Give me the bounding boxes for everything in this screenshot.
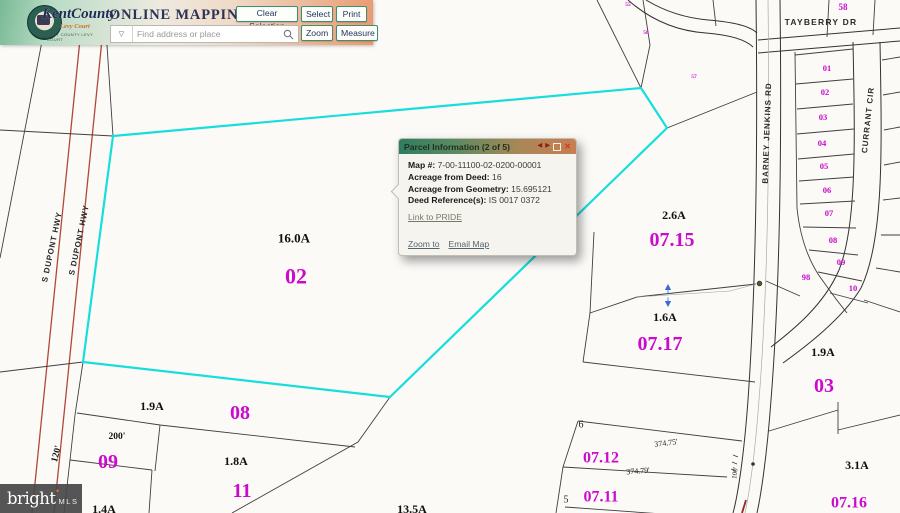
zoom-to-link[interactable]: Zoom to	[408, 239, 440, 250]
lot-55: 55	[625, 2, 631, 8]
close-icon[interactable]: ✕	[564, 141, 571, 151]
search-input[interactable]	[133, 29, 278, 39]
dim-374-79: 374.79'	[626, 466, 651, 477]
road-label-tayberry-dr: TAYBERRY DR	[785, 17, 858, 27]
zoom-button[interactable]: Zoom	[301, 25, 333, 41]
acreage-1-9-right: 1.9A	[811, 345, 835, 359]
measure-button[interactable]: Measure	[336, 25, 378, 41]
acreage-13-5: 13.5A	[397, 502, 427, 513]
email-map-link[interactable]: Email Map	[448, 239, 490, 250]
spark-icon: ✦	[55, 489, 61, 495]
acreage-1-4: 1.4A	[92, 502, 116, 513]
road-label-s-dupont-hwy-1: S DUPONT HWY	[40, 211, 64, 283]
lot-08: 08	[829, 235, 838, 245]
lot-06: 06	[823, 185, 832, 195]
parcel-id-07-15: 07.15	[650, 229, 695, 251]
acreage-1-9-left: 1.9A	[140, 399, 164, 413]
acreage-1-8: 1.8A	[224, 454, 248, 468]
lot-5: 5	[564, 495, 569, 506]
search-dropdown[interactable]: ▽	[111, 26, 133, 42]
brightmls-watermark: bright ✦ MLS	[0, 484, 82, 513]
county-logo[interactable]: KentCounty Levy Court KENT COUNTY LEVY C…	[0, 0, 116, 45]
road-red-dash	[741, 499, 747, 513]
parcel-id-08: 08	[230, 402, 250, 424]
popup-title-bar[interactable]: Parcel Information (2 of 5) ◀ ▶ ✕	[399, 139, 576, 154]
parcel-field-0: Map #: 7-00-11100-02-0200-00001	[408, 160, 542, 170]
lot-10: 10	[849, 283, 858, 293]
print-button[interactable]: Print	[336, 6, 367, 22]
road-network	[627, 0, 900, 513]
lot-04: 04	[818, 138, 827, 148]
parcel-id-11: 11	[233, 480, 252, 502]
app-header: KentCounty Levy Court KENT COUNTY LEVY C…	[0, 0, 378, 45]
lot-6: 6	[579, 420, 584, 431]
brightmls-brand: bright	[7, 489, 56, 508]
logo-tagline: KENT COUNTY LEVY COURT	[47, 32, 94, 42]
parcel-fields: Map #: 7-00-11100-02-0200-00001 Acreage f…	[408, 160, 567, 207]
lot-98: 98	[802, 272, 811, 282]
search-bar: ▽	[110, 25, 299, 43]
lot-57: 57	[691, 74, 697, 80]
parcel-field-3: Deed Reference(s): IS 0017 0372	[408, 195, 540, 206]
dropdown-arrow-icon: ▽	[118, 31, 125, 38]
lot-03: 03	[819, 112, 828, 122]
parcel-field-1: Acreage from Deed: 16	[408, 171, 502, 182]
parcel-id-07-12: 07.12	[583, 450, 619, 467]
dim-100: 100'	[730, 467, 739, 480]
lot-02: 02	[821, 87, 830, 97]
brightmls-suffix: MLS	[58, 497, 79, 506]
parcel-id-07-16: 07.16	[831, 495, 867, 512]
highway-lines	[31, 0, 107, 513]
logo-subtitle: Levy Court	[60, 23, 90, 30]
parcel-id-07-17: 07.17	[638, 333, 683, 355]
map-markers	[664, 280, 763, 466]
survey-point-marker	[756, 280, 763, 287]
parcel-id-09: 09	[98, 451, 118, 473]
road-label-barney-jenkins-rd: BARNEY JENKINS RD	[761, 82, 774, 184]
lot-09: 09	[837, 257, 846, 267]
search-icon[interactable]	[278, 26, 298, 42]
map-labels: 02 07.15 07.17 08 09 11 03 07.12 07.11 07.16 58 01 0…	[40, 2, 876, 513]
parcel-id-03: 03	[814, 375, 834, 397]
parcel-field-2: Acreage from Geometry: 15.695121	[408, 183, 552, 194]
county-seal-building-icon	[37, 15, 50, 25]
acreage-2-6: 2.6A	[662, 208, 686, 222]
lot-05: 05	[820, 161, 829, 171]
next-parcel-icon[interactable]: ▶	[545, 142, 551, 150]
road-centerline	[744, 0, 769, 513]
dim-374-75: 374.75'	[654, 437, 679, 449]
logo-title: KentCounty	[42, 6, 117, 22]
acreage-16-0: 16.0A	[278, 231, 311, 246]
selected-parcel-outline[interactable]	[81, 86, 669, 399]
parcel-id-02: 02	[285, 264, 307, 289]
parcel-id-07-11: 07.11	[583, 489, 618, 506]
blue-extent-arrows-icon	[664, 284, 672, 307]
survey-point-marker-2	[751, 462, 755, 466]
acreage-3-1: 3.1A	[845, 458, 869, 472]
lot-01: 01	[823, 63, 832, 73]
dim-200: 200'	[109, 432, 126, 442]
link-to-pride[interactable]: Link to PRIDE	[408, 212, 462, 223]
prev-parcel-icon[interactable]: ◀	[537, 142, 543, 150]
select-button[interactable]: Select	[301, 6, 333, 22]
acreage-1-6: 1.6A	[653, 310, 677, 324]
road-label-currant-cir: CURRANT CIR	[860, 86, 876, 153]
page-title: ONLINE MAPPING	[109, 7, 251, 23]
clear-selection-button[interactable]: Clear Selection	[236, 6, 298, 31]
popup-body: Map #: 7-00-11100-02-0200-00001 Acreage f…	[399, 154, 576, 255]
parcel-id-58: 58	[839, 2, 849, 12]
maximize-icon[interactable]	[553, 142, 562, 151]
dim-120: 120'	[50, 445, 64, 464]
popup-footer: Zoom to Email Map	[408, 239, 567, 249]
lot-56: 56	[643, 30, 649, 36]
parcel-info-popup: Parcel Information (2 of 5) ◀ ▶ ✕ Map #:…	[390, 138, 577, 257]
lot-07: 07	[825, 208, 834, 218]
survey-tie-line	[636, 283, 757, 298]
popup-title: Parcel Information (2 of 5)	[404, 141, 511, 152]
